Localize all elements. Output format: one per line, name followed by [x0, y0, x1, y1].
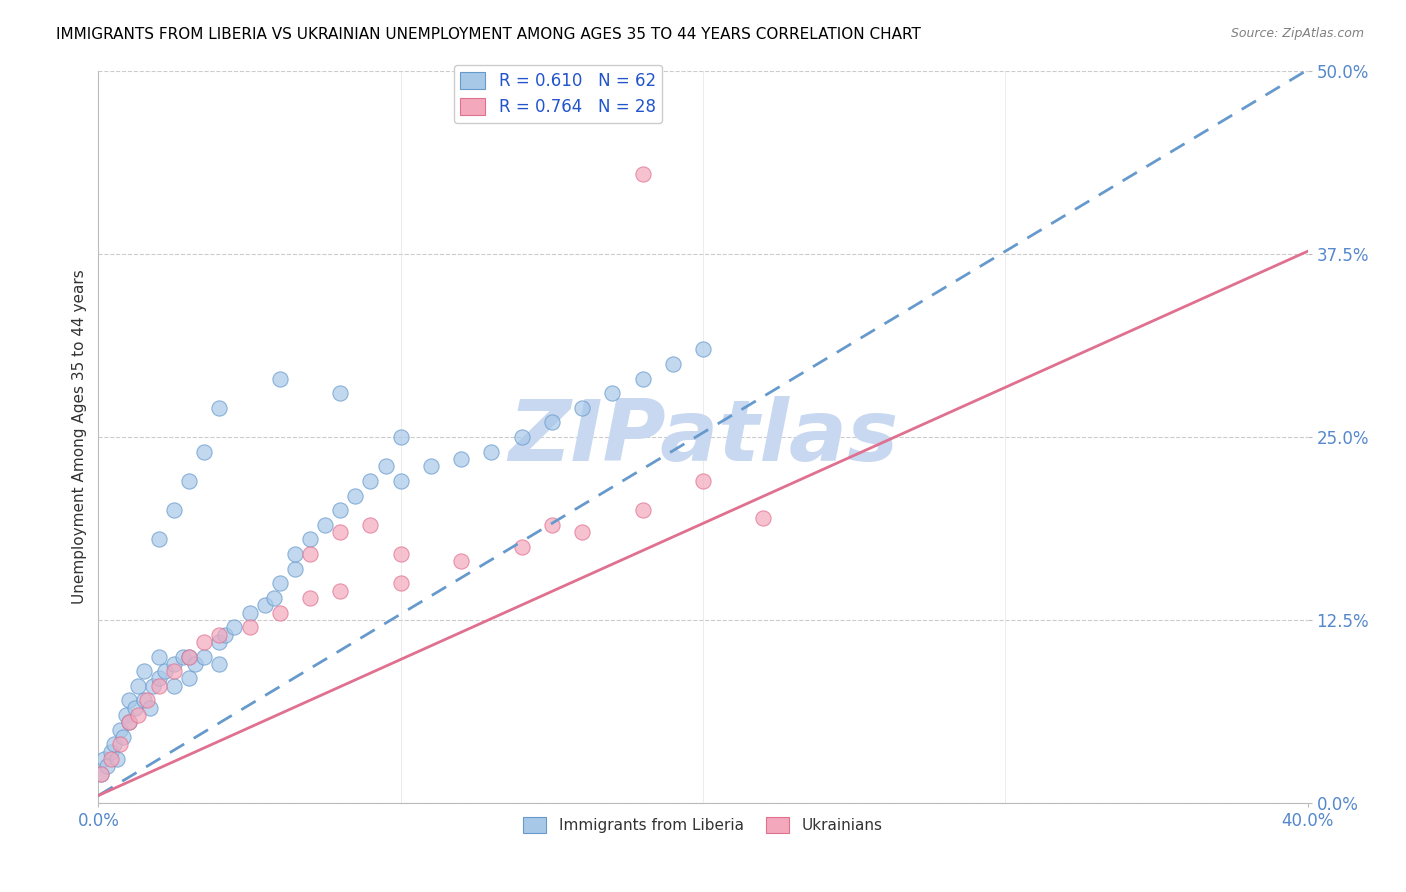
Point — [100, 745, 122, 759]
Point — [631, 167, 654, 181]
Point — [360, 517, 382, 532]
Point — [752, 510, 775, 524]
Point — [114, 708, 136, 723]
Point — [481, 444, 503, 458]
Point — [100, 752, 122, 766]
Point — [90, 766, 112, 780]
Point — [299, 547, 322, 561]
Point — [661, 357, 683, 371]
Point — [269, 371, 291, 385]
Point — [510, 430, 533, 444]
Legend: Immigrants from Liberia, Ukrainians: Immigrants from Liberia, Ukrainians — [517, 811, 889, 839]
Point — [571, 525, 593, 540]
Point — [374, 459, 396, 474]
Point — [103, 737, 125, 751]
Point — [132, 693, 155, 707]
Point — [420, 459, 443, 474]
Text: Source: ZipAtlas.com: Source: ZipAtlas.com — [1230, 27, 1364, 40]
Point — [284, 562, 307, 576]
Point — [269, 606, 291, 620]
Point — [239, 620, 262, 634]
Point — [193, 635, 215, 649]
Point — [108, 723, 131, 737]
Point — [329, 503, 352, 517]
Point — [179, 649, 201, 664]
Point — [118, 693, 141, 707]
Point — [93, 752, 115, 766]
Point — [360, 474, 382, 488]
Point — [239, 606, 262, 620]
Point — [105, 752, 128, 766]
Point — [602, 386, 624, 401]
Point — [96, 759, 118, 773]
Point — [208, 657, 231, 671]
Point — [253, 599, 276, 613]
Point — [163, 503, 186, 517]
Point — [344, 489, 367, 503]
Point — [269, 576, 291, 591]
Point — [127, 708, 149, 723]
Point — [299, 533, 322, 547]
Point — [284, 547, 307, 561]
Point — [389, 430, 412, 444]
Point — [148, 679, 170, 693]
Point — [132, 664, 155, 678]
Point — [118, 715, 141, 730]
Point — [450, 452, 472, 467]
Text: ZIPatlas: ZIPatlas — [508, 395, 898, 479]
Point — [124, 700, 146, 714]
Point — [571, 401, 593, 415]
Point — [163, 657, 186, 671]
Point — [314, 517, 336, 532]
Point — [148, 672, 170, 686]
Point — [214, 627, 236, 641]
Point — [208, 401, 231, 415]
Point — [111, 730, 134, 744]
Point — [263, 591, 285, 605]
Text: IMMIGRANTS FROM LIBERIA VS UKRAINIAN UNEMPLOYMENT AMONG AGES 35 TO 44 YEARS CORR: IMMIGRANTS FROM LIBERIA VS UKRAINIAN UNE… — [56, 27, 921, 42]
Point — [450, 554, 472, 568]
Point — [179, 474, 201, 488]
Point — [179, 649, 201, 664]
Point — [224, 620, 246, 634]
Point — [329, 525, 352, 540]
Point — [148, 533, 170, 547]
Point — [692, 343, 714, 357]
Point — [184, 657, 207, 671]
Point — [389, 474, 412, 488]
Point — [510, 540, 533, 554]
Point — [631, 503, 654, 517]
Point — [389, 547, 412, 561]
Point — [329, 386, 352, 401]
Point — [193, 649, 215, 664]
Point — [208, 627, 231, 641]
Point — [179, 672, 201, 686]
Point — [208, 635, 231, 649]
Point — [329, 583, 352, 598]
Point — [163, 679, 186, 693]
Point — [153, 664, 176, 678]
Point — [135, 693, 157, 707]
Point — [148, 649, 170, 664]
Point — [172, 649, 194, 664]
Point — [631, 371, 654, 385]
Point — [127, 679, 149, 693]
Point — [118, 715, 141, 730]
Point — [163, 664, 186, 678]
Y-axis label: Unemployment Among Ages 35 to 44 years: Unemployment Among Ages 35 to 44 years — [72, 269, 87, 605]
Point — [139, 700, 162, 714]
Point — [299, 591, 322, 605]
Point — [540, 517, 562, 532]
Point — [389, 576, 412, 591]
Point — [90, 766, 112, 780]
Point — [692, 474, 714, 488]
Point — [193, 444, 215, 458]
Point — [142, 679, 165, 693]
Point — [108, 737, 131, 751]
Point — [540, 416, 562, 430]
